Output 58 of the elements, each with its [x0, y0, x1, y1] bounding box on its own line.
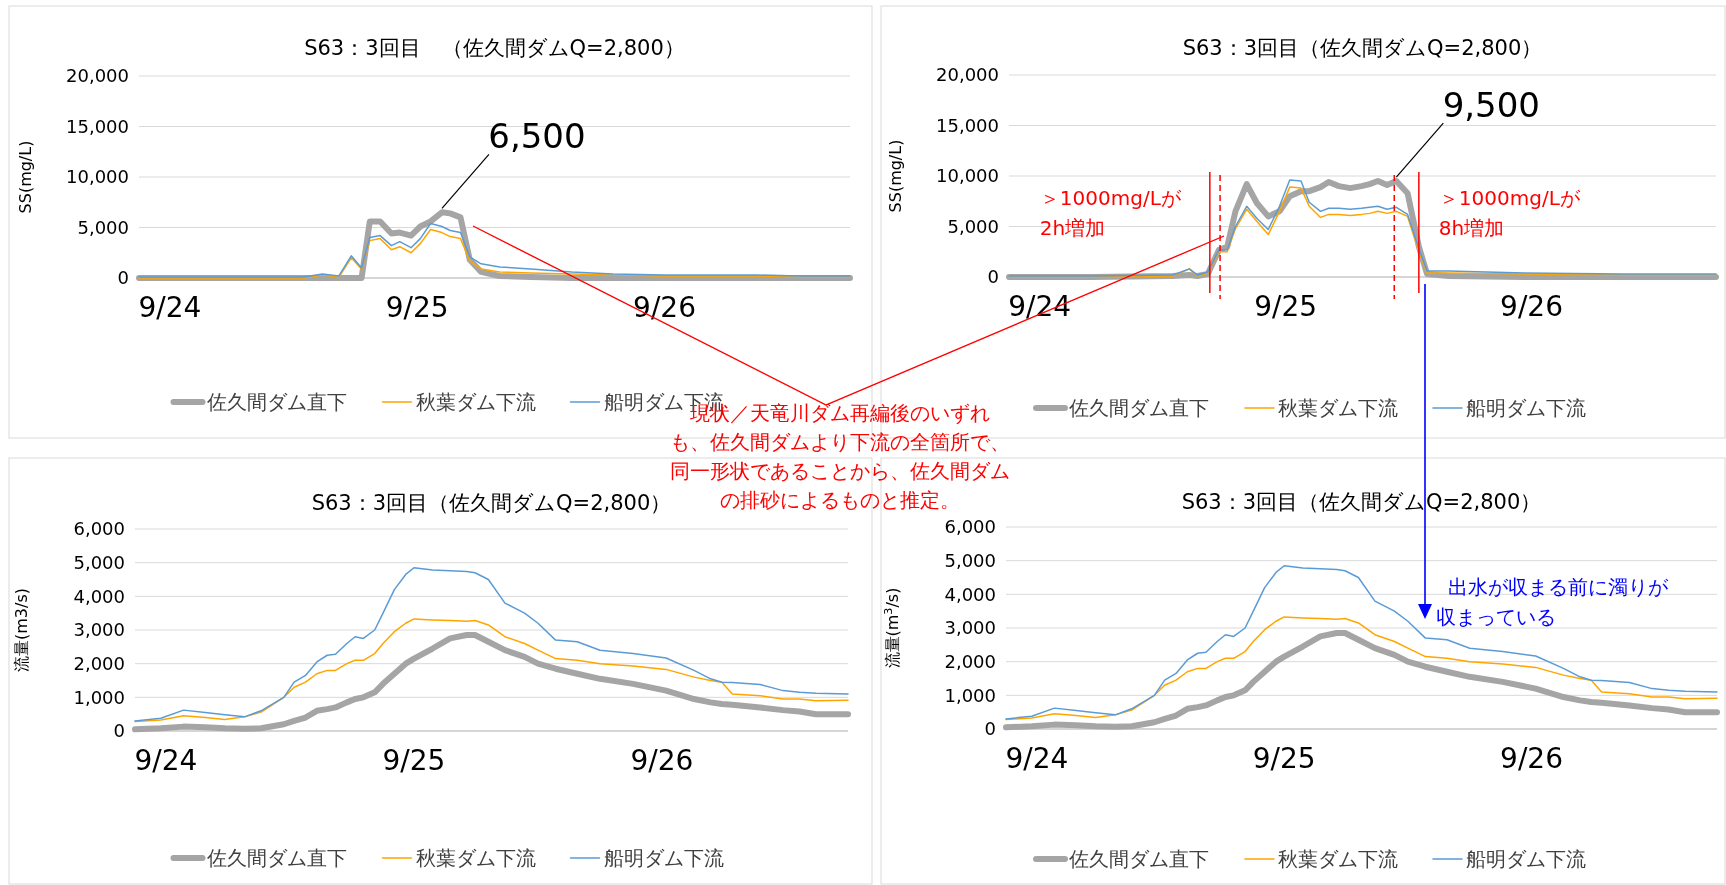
- y-tick-label: 6,000: [944, 516, 996, 538]
- chart-title: S63：3回目 （佐久間ダムQ=2,800）: [304, 36, 685, 60]
- legend-label: 佐久間ダム直下: [206, 390, 347, 414]
- x-tick-label: 9/26: [633, 291, 696, 324]
- annotation: 出水が収まる前に濁りが収まっている: [1436, 575, 1669, 629]
- x-tick-label: 9/25: [382, 744, 446, 777]
- legend-label: 船明ダム下流: [1466, 396, 1586, 420]
- x-tick-label: 9/26: [630, 744, 694, 777]
- y-tick-label: 2,000: [73, 652, 125, 674]
- y-axis-title: SS(mg/L): [16, 140, 35, 214]
- legend-label: 秋葉ダム下流: [415, 390, 536, 414]
- x-tick-label: 9/26: [1500, 742, 1563, 775]
- y-tick-label: 10,000: [936, 165, 999, 187]
- x-tick-label: 9/25: [1254, 290, 1318, 323]
- y-tick-label: 6,000: [73, 518, 125, 540]
- annotation: ＞1000mg/Lが2h増加: [1039, 185, 1182, 240]
- legend-label: 秋葉ダム下流: [1278, 396, 1398, 420]
- y-axis-title: SS(mg/L): [886, 139, 905, 213]
- x-tick-label: 9/24: [138, 291, 202, 324]
- y-tick-label: 15,000: [66, 115, 129, 137]
- y-tick-label: 3,000: [73, 619, 125, 641]
- annotation: 6,500: [488, 116, 586, 157]
- y-tick-label: 3,000: [944, 617, 996, 639]
- y-tick-label: 0: [113, 720, 125, 742]
- chart-title: S63：3回目（佐久間ダムQ=2,800）: [311, 491, 672, 515]
- y-tick-label: 2,000: [944, 650, 996, 672]
- y-tick-label: 5,000: [73, 551, 125, 573]
- legend-label: 秋葉ダム下流: [1278, 847, 1398, 871]
- x-tick-label: 9/24: [134, 744, 198, 777]
- y-tick-label: 20,000: [66, 65, 129, 87]
- y-tick-label: 10,000: [66, 166, 129, 188]
- annotation: 9,500: [1442, 85, 1540, 126]
- y-axis-title: 流量(m3/s): [12, 588, 31, 672]
- y-tick-label: 4,000: [944, 583, 996, 605]
- y-tick-label: 5,000: [77, 216, 129, 238]
- chart-title: S63：3回目（佐久間ダムQ=2,800）: [1182, 36, 1543, 60]
- y-tick-label: 0: [117, 267, 129, 289]
- y-tick-label: 20,000: [936, 64, 999, 86]
- y-tick-label: 15,000: [936, 114, 999, 136]
- x-tick-label: 9/24: [1005, 742, 1069, 775]
- y-tick-label: 4,000: [73, 585, 125, 607]
- x-tick-label: 9/25: [1252, 742, 1316, 775]
- legend-label: 佐久間ダム直下: [1069, 847, 1209, 871]
- legend-label: 佐久間ダム直下: [206, 846, 347, 870]
- legend-label: 船明ダム下流: [1466, 847, 1586, 871]
- y-tick-label: 0: [987, 266, 999, 288]
- x-tick-label: 9/26: [1500, 290, 1564, 323]
- legend-label: 佐久間ダム直下: [1069, 396, 1209, 420]
- legend-label: 秋葉ダム下流: [415, 846, 536, 870]
- annotation: ＞1000mg/Lが8h増加: [1438, 185, 1581, 240]
- y-tick-label: 5,000: [947, 215, 999, 237]
- y-tick-label: 1,000: [73, 686, 125, 708]
- y-tick-label: 0: [984, 718, 996, 740]
- legend-label: 船明ダム下流: [603, 846, 724, 870]
- y-tick-label: 5,000: [944, 549, 996, 571]
- x-tick-label: 9/25: [385, 291, 449, 324]
- y-tick-label: 1,000: [944, 684, 996, 706]
- chart-title: S63：3回目（佐久間ダムQ=2,800）: [1181, 490, 1542, 514]
